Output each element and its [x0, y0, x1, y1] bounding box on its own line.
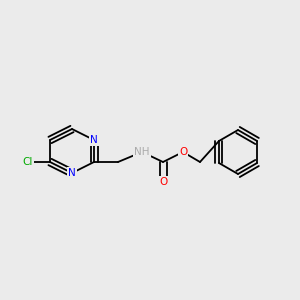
Text: Cl: Cl: [23, 157, 33, 167]
Text: O: O: [179, 147, 187, 157]
Text: N: N: [68, 168, 76, 178]
Text: NH: NH: [134, 147, 150, 157]
Text: O: O: [159, 177, 167, 187]
Text: N: N: [90, 135, 98, 145]
